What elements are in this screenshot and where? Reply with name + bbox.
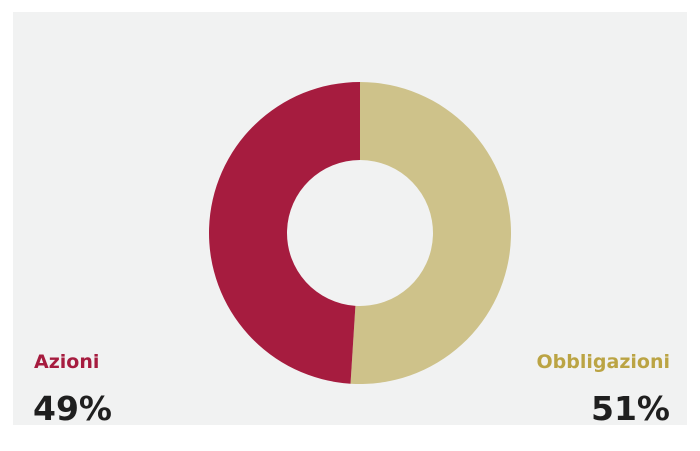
donut-slice-obbligazioni — [350, 82, 512, 384]
legend-value-azioni: 49% — [33, 389, 112, 428]
legend-label-obbligazioni: Obbligazioni — [536, 351, 670, 373]
donut-slice-azioni — [209, 82, 360, 384]
legend-value-obbligazioni: 51% — [591, 389, 670, 428]
legend-label-azioni: Azioni — [34, 351, 100, 373]
